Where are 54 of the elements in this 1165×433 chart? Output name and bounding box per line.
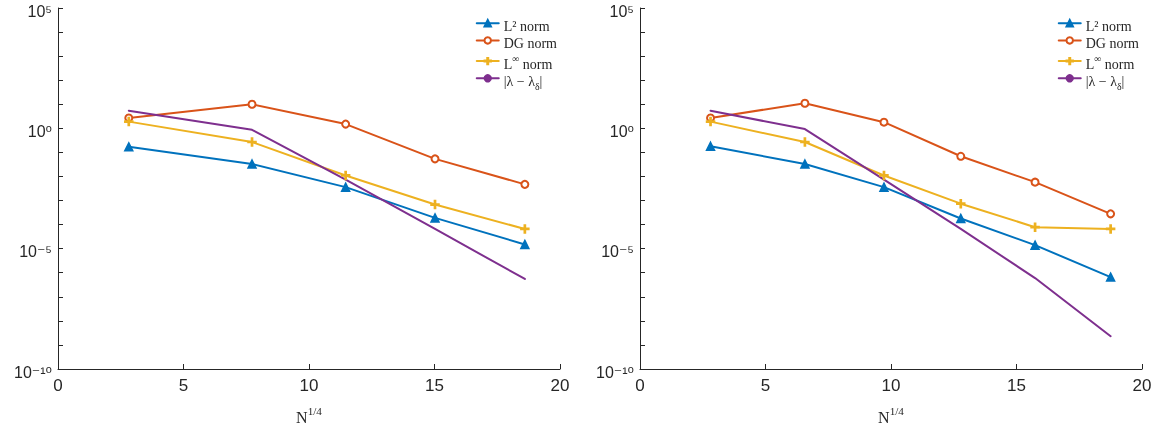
y-tick-label: 10⁻¹⁰	[14, 363, 52, 381]
point	[705, 141, 716, 152]
point	[340, 170, 351, 181]
x-tick-label: 20	[550, 376, 570, 395]
legend-label: L∞ norm	[1085, 52, 1135, 72]
point	[879, 117, 889, 127]
point	[124, 142, 134, 152]
line-series	[127, 109, 526, 280]
y-tick-label: 10⁰	[27, 122, 52, 140]
point	[1030, 177, 1040, 187]
point	[124, 116, 134, 127]
point	[956, 198, 966, 209]
legend-label: DG norm	[1085, 35, 1140, 51]
point	[520, 239, 530, 250]
point	[520, 179, 530, 189]
x-tick-label: 10	[881, 376, 901, 395]
point	[879, 170, 889, 181]
line-series	[709, 109, 1112, 338]
legend-label: L∞ norm	[503, 52, 553, 72]
point	[800, 98, 810, 108]
y-tick-label: 10⁻¹⁰	[596, 363, 634, 381]
y-tick-label: 10⁵	[27, 2, 52, 20]
legend-label: DG norm	[503, 35, 558, 51]
point	[341, 119, 351, 129]
point	[247, 99, 257, 109]
point	[956, 213, 966, 224]
point	[956, 151, 966, 161]
x-tick-label: 20	[1132, 376, 1152, 395]
point	[1105, 224, 1116, 234]
y-tick-label: 10⁰	[609, 122, 634, 140]
y-tick-label: 10⁵	[609, 2, 634, 20]
point	[1106, 209, 1116, 219]
point	[1105, 272, 1116, 282]
point	[430, 199, 440, 210]
y-tick-label: 10⁻⁵	[601, 243, 634, 261]
point	[247, 159, 257, 169]
point	[879, 182, 889, 192]
x-tick-label: 10	[299, 376, 319, 395]
x-tick-label: 15	[425, 376, 444, 395]
point	[430, 213, 440, 223]
point	[340, 182, 351, 192]
x-tick-label: 0	[53, 376, 63, 395]
point	[1030, 240, 1040, 250]
x-tick-label: 5	[178, 376, 189, 395]
y-tick-label: 10⁻⁵	[19, 243, 52, 261]
legend-label: L² norm	[1085, 18, 1132, 34]
x-tick-label: 15	[1007, 376, 1026, 395]
point	[800, 159, 810, 169]
point	[430, 154, 440, 164]
point	[1030, 222, 1040, 232]
x-tick-label: 0	[635, 376, 645, 395]
point	[705, 116, 716, 127]
legend-label: L² norm	[503, 18, 550, 34]
x-tick-label: 5	[760, 376, 771, 395]
